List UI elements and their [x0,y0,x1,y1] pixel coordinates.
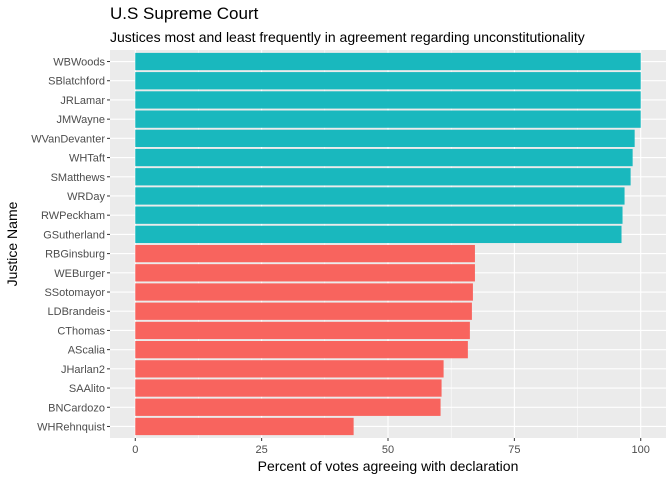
bar-rbginsburg [135,244,475,263]
bar-sblatchford [135,72,641,90]
bar-ascalia [135,341,468,359]
x-tick-label: 25 [256,444,268,456]
bar-whtaft [135,148,633,167]
y-tick-labels: WBWoods SBlatchford JRLamar JMWayne WVanDeva… [31,57,110,433]
bar-wbwoods [135,52,641,71]
y-tick-label: JHarlan2 [61,364,105,376]
bars [135,52,641,436]
bar-saalito [135,379,442,397]
x-tick-label: 50 [382,444,394,456]
bar-jmwayne [135,110,641,128]
bar-weburger [135,264,475,282]
chart-title: U.S Supreme Court [110,4,259,23]
y-tick-label: GSutherland [43,229,105,241]
bar-ldbrandeis [135,302,472,320]
y-axis-title: Justice Name [4,201,20,286]
y-tick-label: WHTaft [69,153,105,165]
bar-jrlamar [135,91,641,109]
y-tick-label: SMatthews [51,172,106,184]
bar-jharlan2 [135,360,444,378]
x-tick-labels: 0 25 50 75 100 [132,438,650,456]
bar-wvandevanter [135,129,635,147]
y-tick-label: WBWoods [53,57,105,69]
y-tick-label: JRLamar [60,95,105,107]
y-tick-label: WEBurger [54,268,105,280]
bar-wrday [135,187,625,205]
y-tick-label: AScalia [68,345,106,357]
y-tick-label: SSotomayor [44,287,105,299]
bar-ssotomayor [135,283,473,301]
x-axis-title: Percent of votes agreeing with declarati… [258,458,519,474]
x-tick-label: 100 [632,444,650,456]
y-tick-label: LDBrandeis [48,306,106,318]
y-tick-label: RWPeckham [41,210,105,222]
x-tick-label: 75 [508,444,520,456]
y-tick-label: RBGinsburg [45,249,105,261]
y-tick-label: WRDay [67,191,105,203]
y-tick-label: WHRehnquist [37,421,105,433]
bar-smatthews [135,168,631,186]
x-tick-label: 0 [132,444,138,456]
bar-bncardozo [135,398,441,416]
y-tick-label: CThomas [57,325,105,337]
chart-subtitle: Justices most and least frequently in ag… [110,29,585,45]
y-tick-label: WVanDevanter [31,133,105,145]
y-tick-label: JMWayne [57,114,106,126]
y-tick-label: SAAlito [69,383,105,395]
bar-rwpeckham [135,206,623,224]
y-tick-label: SBlatchford [48,76,105,88]
y-tick-label: BNCardozo [48,402,105,414]
bar-cthomas [135,321,470,340]
bar-whrehnquist [135,417,354,436]
bar-gsutherland [135,225,622,244]
